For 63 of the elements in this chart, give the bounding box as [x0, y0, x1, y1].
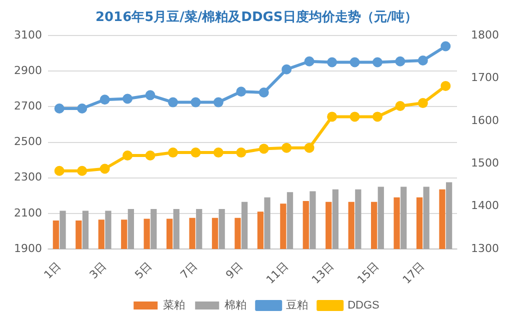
point	[372, 112, 382, 122]
point	[327, 57, 338, 68]
point	[350, 57, 360, 68]
point	[258, 144, 269, 154]
x-tick-label: 17日	[400, 260, 428, 286]
point	[236, 86, 246, 97]
x-tick-label: 15日	[354, 260, 382, 286]
point	[372, 57, 382, 68]
point	[122, 94, 133, 104]
point	[168, 148, 178, 158]
point	[77, 104, 88, 114]
x-tick-label: 9日	[223, 260, 246, 282]
point	[213, 97, 224, 108]
point	[122, 150, 133, 161]
legend-label: 菜粕	[163, 298, 186, 312]
point	[190, 148, 201, 158]
point	[418, 98, 428, 108]
point	[54, 166, 64, 176]
y-tick-label: 3100	[14, 28, 42, 42]
y-tick-label: 2700	[14, 100, 42, 113]
y-tick-label: 2900	[14, 64, 42, 78]
point	[100, 94, 110, 105]
point	[418, 55, 428, 66]
point	[304, 142, 314, 153]
point	[282, 64, 292, 74]
x-tick-label: 11日	[264, 260, 291, 286]
point	[190, 97, 201, 108]
point	[395, 56, 406, 66]
chart-title: 2016年5月豆/菜/棉粕及DDGS日度均价走势（元/吨）	[95, 9, 418, 26]
point	[236, 148, 246, 158]
point	[258, 88, 269, 98]
point	[145, 150, 156, 161]
point	[304, 56, 314, 66]
point	[168, 97, 178, 108]
y2-tick-label: 1800	[471, 28, 500, 42]
y-tick-label: 2100	[14, 206, 42, 220]
point	[213, 148, 224, 158]
y-tick-label: 1900	[14, 242, 42, 255]
point	[440, 80, 451, 91]
y2-tick-label: 1500	[471, 156, 500, 170]
y2-tick-label: 1700	[471, 71, 500, 84]
point	[350, 112, 360, 122]
point	[395, 101, 406, 112]
y2-tick-label: 1300	[471, 242, 500, 255]
legend-label: DDGS	[348, 300, 380, 312]
x-tick-label: 5日	[132, 260, 154, 282]
point	[100, 164, 110, 174]
point	[77, 166, 88, 176]
legend-label: 豆粕	[286, 300, 308, 312]
y2-tick-label: 1400	[471, 199, 500, 212]
y2-tick-label: 1600	[471, 114, 500, 127]
point	[327, 112, 338, 122]
point	[54, 104, 64, 114]
x-tick-label: 1日	[42, 260, 64, 282]
y-tick-label: 2300	[14, 170, 42, 184]
x-tick-label: 13日	[309, 260, 336, 286]
x-tick-label: 3日	[87, 260, 109, 282]
point	[440, 41, 451, 52]
point	[282, 142, 292, 153]
y-tick-label: 2500	[14, 135, 42, 148]
point	[145, 90, 156, 100]
legend-label: 棉粕	[224, 300, 247, 312]
x-tick-label: 7日	[178, 260, 200, 282]
